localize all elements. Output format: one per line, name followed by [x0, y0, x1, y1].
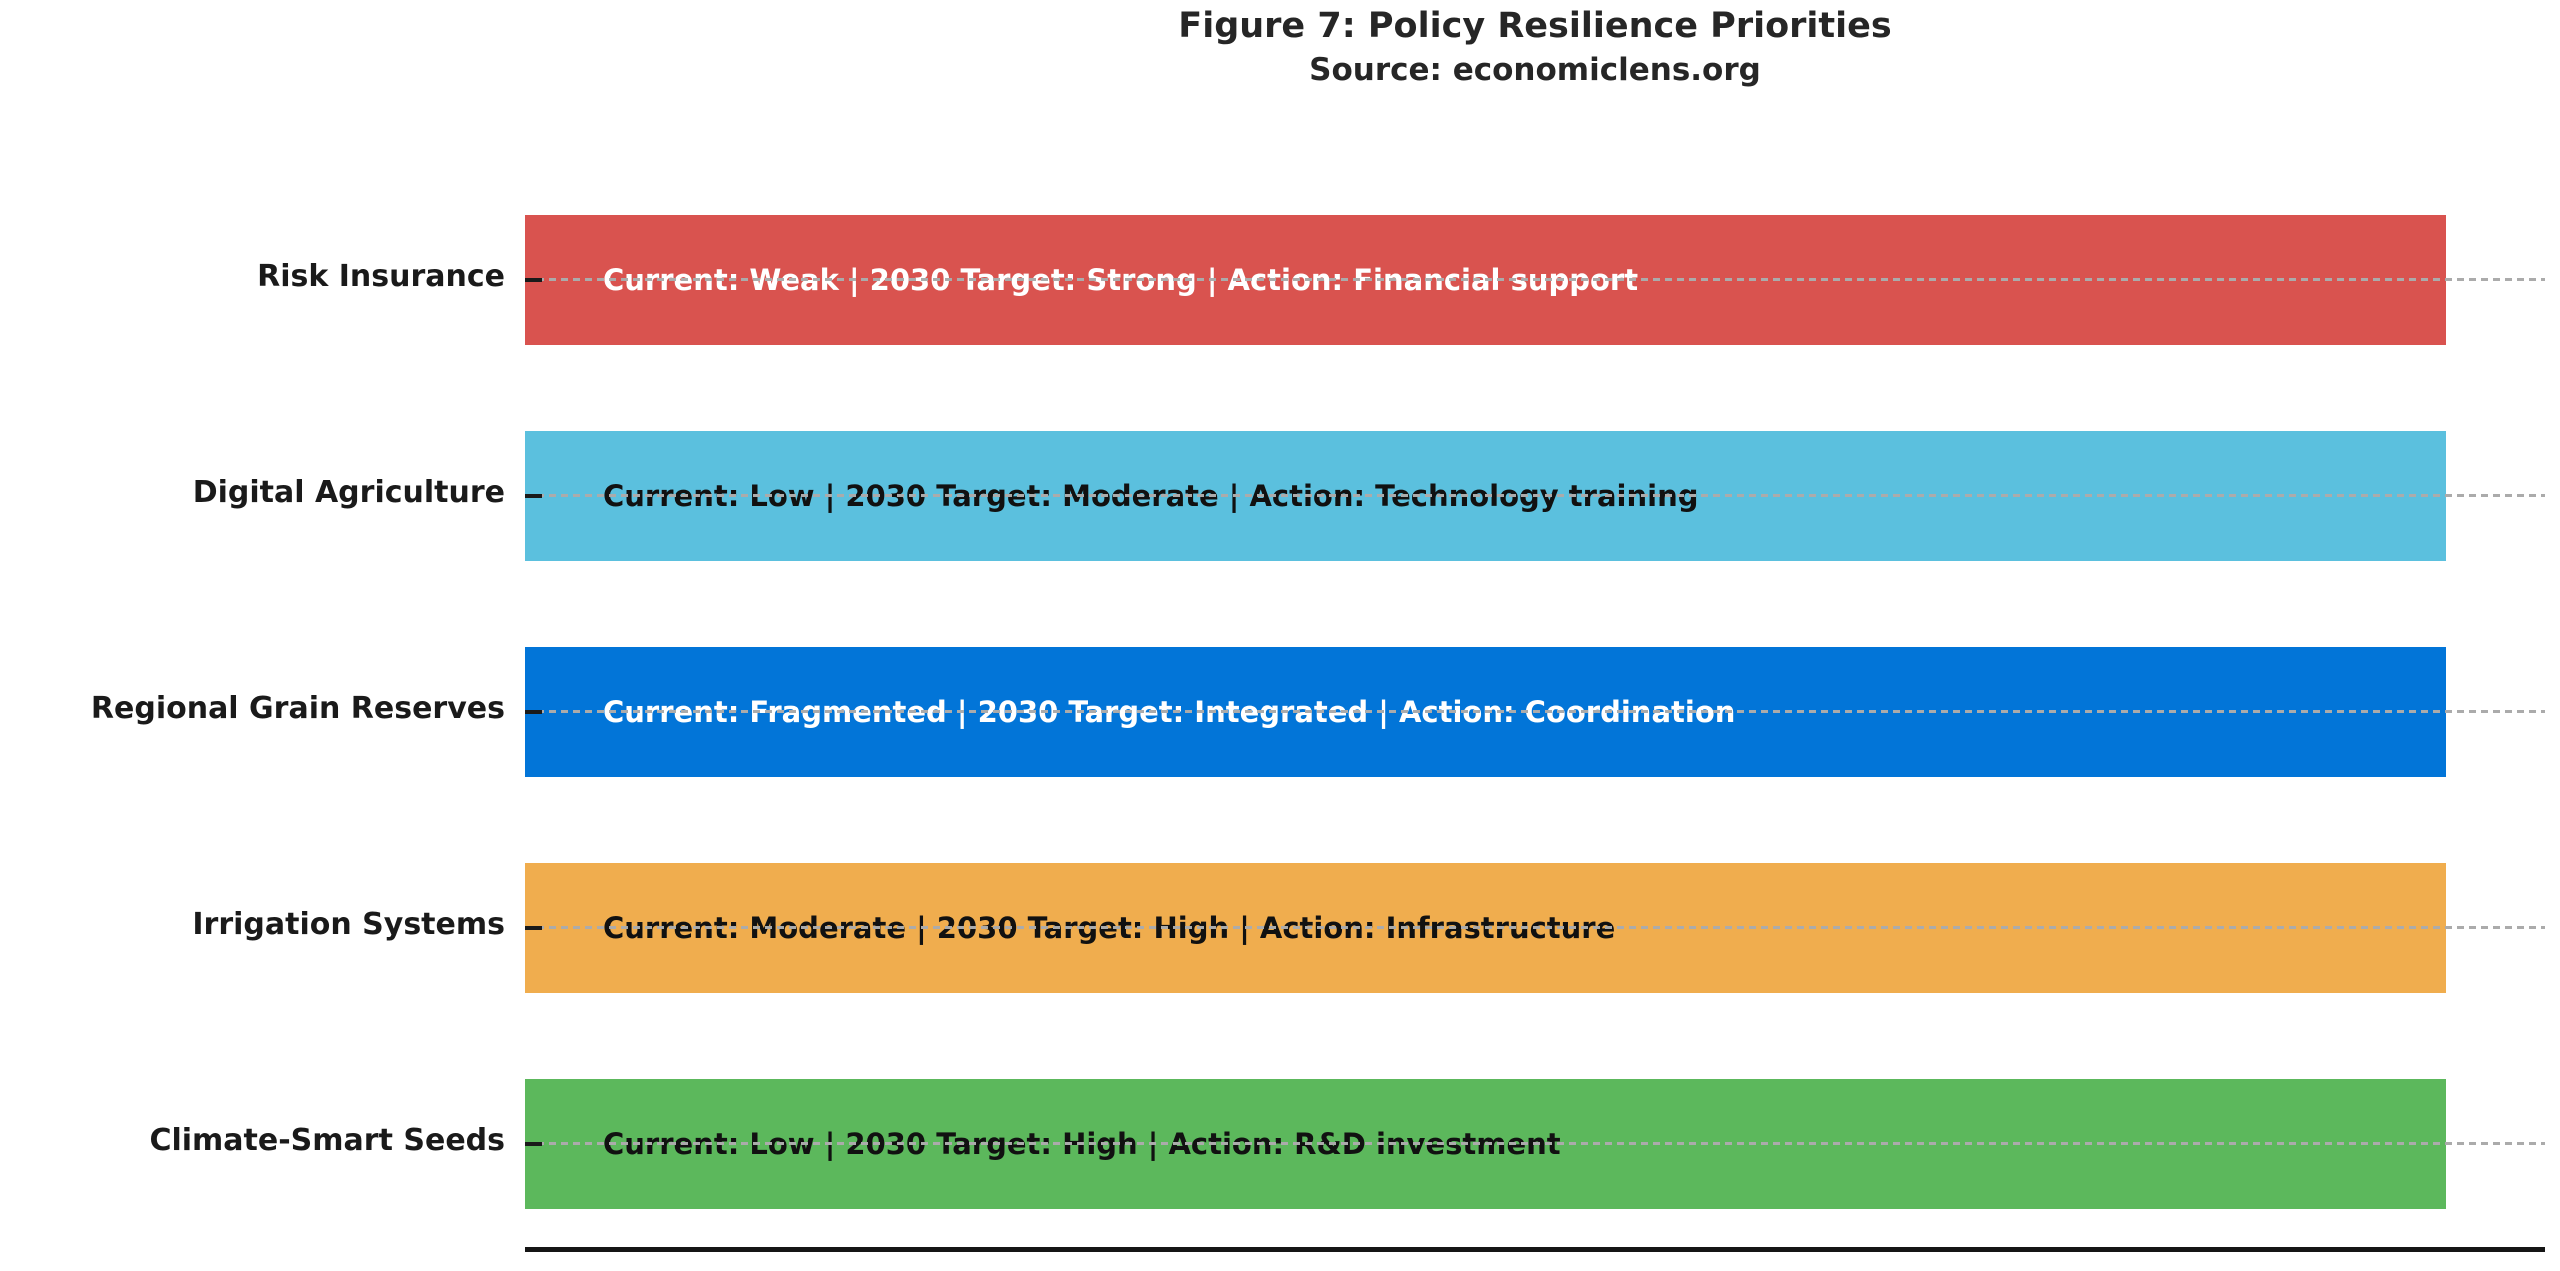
- plot-area: Current: Weak | 2030 Target: Strong | Ac…: [525, 100, 2545, 1252]
- chart-subtitle: Source: economiclens.org: [1309, 52, 1761, 88]
- y-axis-label-risk-insurance: Risk Insurance: [257, 259, 505, 294]
- y-axis-tick: [525, 926, 542, 930]
- y-axis-tick: [525, 1142, 542, 1146]
- gridline: [525, 710, 2545, 713]
- gridline: [525, 926, 2545, 929]
- y-axis-label-digital-agriculture: Digital Agriculture: [192, 475, 505, 510]
- y-axis-label-irrigation-systems: Irrigation Systems: [192, 907, 505, 942]
- chart-title-block: Figure 7: Policy Resilience Priorities S…: [525, 4, 2545, 91]
- gridline: [525, 1142, 2545, 1145]
- y-axis-label-climate-smart-seeds: Climate-Smart Seeds: [149, 1123, 505, 1158]
- y-axis-tick: [525, 710, 542, 714]
- y-axis-tick: [525, 278, 542, 282]
- chart-title: Figure 7: Policy Resilience Priorities: [1178, 6, 1892, 46]
- gridline: [525, 494, 2545, 497]
- y-axis-label-regional-grain-reserves: Regional Grain Reserves: [90, 691, 505, 726]
- gridline: [525, 278, 2545, 281]
- y-axis-tick: [525, 494, 542, 498]
